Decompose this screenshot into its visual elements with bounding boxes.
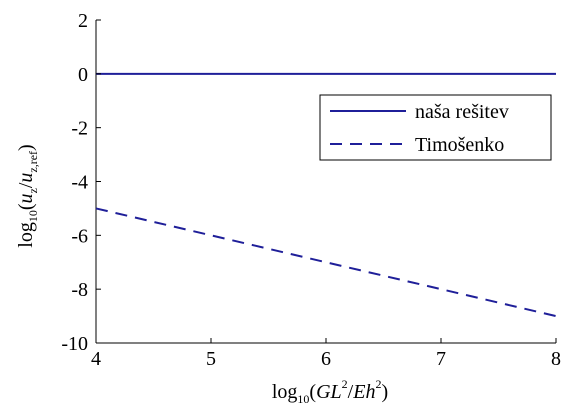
legend-label-nasa-resitev: naša rešitev — [415, 101, 509, 123]
legend: naša rešitev Timošenko — [319, 94, 552, 161]
legend-label-timosenko: Timošenko — [415, 134, 504, 156]
y-tick-label: -4 — [71, 172, 88, 194]
y-tick-label: -8 — [71, 279, 88, 301]
x-tick-label: 4 — [91, 348, 101, 370]
series-line-timosenko — [95, 207, 557, 318]
x-axis-label: log10(GL2/Eh2) — [272, 377, 388, 403]
y-tick-label: -10 — [61, 333, 88, 355]
plot-area — [95, 20, 556, 344]
legend-box — [319, 94, 552, 161]
y-tick-label: -2 — [71, 118, 88, 140]
y-tick-label: 0 — [78, 64, 88, 86]
x-tick-label: 8 — [551, 348, 561, 370]
x-tick-label: 5 — [206, 348, 216, 370]
y-tick-label: 2 — [78, 10, 88, 32]
ticks-layer: 4 5 6 7 8 2 0 -2 -4 -6 -8 -10 — [61, 10, 561, 370]
x-tick-label: 6 — [321, 348, 331, 370]
y-axis-label: log10(uz/uz,ref) — [15, 144, 40, 247]
y-tick-label: -6 — [71, 225, 88, 247]
series-layer — [95, 72, 557, 318]
x-tick-label: 7 — [436, 348, 446, 370]
